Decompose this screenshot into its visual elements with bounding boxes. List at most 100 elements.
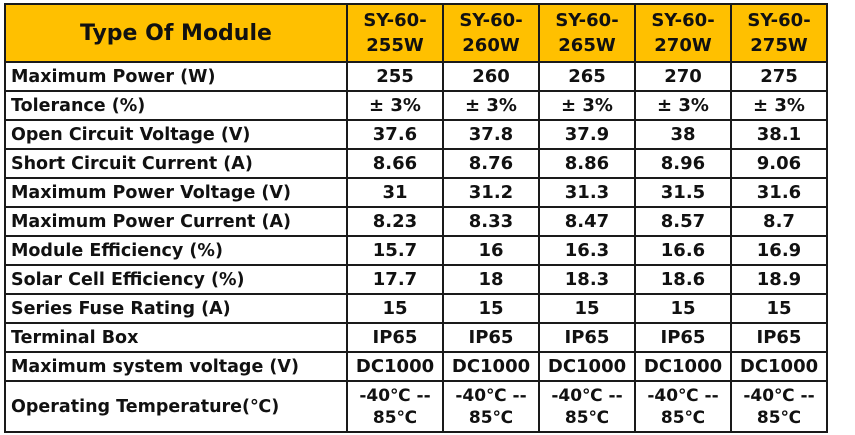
temperature-range-line2: 85℃ <box>756 407 802 428</box>
row-label: Maximum Power (W) <box>4 61 348 92</box>
table-cell: ± 3% <box>538 90 636 121</box>
table-row: Maximum Power (W) 255 260 265 270 275 <box>4 61 828 92</box>
header-model-275w: SY-60- 275W <box>730 3 828 63</box>
temperature-range-line2: 85℃ <box>372 407 418 428</box>
table-cell: -40℃ -- 85℃ <box>346 380 444 433</box>
table-row: Module Efficiency (%) 15.7 16 16.3 16.6 16.9 <box>4 235 828 266</box>
table-cell: 31 <box>346 177 444 208</box>
temperature-range-line2: 85℃ <box>468 407 514 428</box>
table-cell: 31.6 <box>730 177 828 208</box>
table-cell: IP65 <box>634 322 732 353</box>
table-cell: 17.7 <box>346 264 444 295</box>
table-cell: ± 3% <box>346 90 444 121</box>
header-model-265w: SY-60- 265W <box>538 3 636 63</box>
table-cell: 260 <box>442 61 540 92</box>
table-cell: IP65 <box>730 322 828 353</box>
header-model-260w: SY-60- 260W <box>442 3 540 63</box>
table-cell: 37.9 <box>538 119 636 150</box>
table-row: Solar Cell Efficiency (%) 17.7 18 18.3 18.6 1… <box>4 264 828 295</box>
table-cell: 8.23 <box>346 206 444 237</box>
table-cell: 270 <box>634 61 732 92</box>
model-name-line1: SY-60- <box>363 10 427 31</box>
model-name-line2: 270W <box>654 35 712 56</box>
table-cell: DC1000 <box>538 351 636 382</box>
table-cell: 15 <box>346 293 444 324</box>
header-model-255w: SY-60- 255W <box>346 3 444 63</box>
table-cell: ± 3% <box>730 90 828 121</box>
spec-table-body: Maximum Power (W) 255 260 265 270 275 Toleranc… <box>4 61 828 433</box>
temperature-range-line1: -40℃ -- <box>743 385 815 406</box>
header-type-of-module: Type Of Module <box>4 3 348 63</box>
row-label: Terminal Box <box>4 322 348 353</box>
table-cell: 15 <box>538 293 636 324</box>
temperature-range-line1: -40℃ -- <box>647 385 719 406</box>
table-cell: 16.3 <box>538 235 636 266</box>
table-row: Short Circuit Current (A) 8.66 8.76 8.86 8.9… <box>4 148 828 179</box>
table-cell: 16.6 <box>634 235 732 266</box>
table-cell: 18.3 <box>538 264 636 295</box>
table-cell: 16 <box>442 235 540 266</box>
table-cell: ± 3% <box>634 90 732 121</box>
temperature-range-line2: 85℃ <box>660 407 706 428</box>
table-cell: IP65 <box>538 322 636 353</box>
table-cell: 265 <box>538 61 636 92</box>
table-cell: -40℃ -- 85℃ <box>634 380 732 433</box>
table-row: Tolerance (%) ± 3% ± 3% ± 3% ± 3% ± 3% <box>4 90 828 121</box>
table-cell: 15 <box>730 293 828 324</box>
model-name-line2: 265W <box>558 35 616 56</box>
table-cell: 8.47 <box>538 206 636 237</box>
row-label: Tolerance (%) <box>4 90 348 121</box>
row-label: Maximum system voltage (V) <box>4 351 348 382</box>
table-cell: 275 <box>730 61 828 92</box>
table-row: Terminal Box IP65 IP65 IP65 IP65 IP65 <box>4 322 828 353</box>
model-name-line2: 255W <box>366 35 424 56</box>
table-cell: 8.86 <box>538 148 636 179</box>
temperature-range-line1: -40℃ -- <box>455 385 527 406</box>
temperature-range-line1: -40℃ -- <box>551 385 623 406</box>
table-cell: 15 <box>634 293 732 324</box>
table-cell: ± 3% <box>442 90 540 121</box>
table-cell: IP65 <box>346 322 444 353</box>
row-label: Maximum Power Voltage (V) <box>4 177 348 208</box>
table-cell: 16.9 <box>730 235 828 266</box>
table-row: Maximum Power Current (A) 8.23 8.33 8.47 8.5… <box>4 206 828 237</box>
table-cell: -40℃ -- 85℃ <box>538 380 636 433</box>
table-cell: DC1000 <box>634 351 732 382</box>
table-row: Maximum system voltage (V) DC1000 DC1000 DC… <box>4 351 828 382</box>
module-spec-table: Type Of Module SY-60- 255W SY-60- 260W S… <box>4 3 828 433</box>
temperature-range-line2: 85℃ <box>564 407 610 428</box>
table-cell: 15 <box>442 293 540 324</box>
row-label: Series Fuse Rating (A) <box>4 293 348 324</box>
table-cell: 8.33 <box>442 206 540 237</box>
table-row: Series Fuse Rating (A) 15 15 15 15 15 <box>4 293 828 324</box>
table-cell: 8.76 <box>442 148 540 179</box>
table-row: Open Circuit Voltage (V) 37.6 37.8 37.9 38 38… <box>4 119 828 150</box>
row-label: Maximum Power Current (A) <box>4 206 348 237</box>
table-cell: 18.6 <box>634 264 732 295</box>
table-cell: 31.2 <box>442 177 540 208</box>
table-cell: 38 <box>634 119 732 150</box>
table-cell: 15.7 <box>346 235 444 266</box>
temperature-range-line1: -40℃ -- <box>359 385 431 406</box>
table-row: Maximum Power Voltage (V) 31 31.2 31.3 31.5 3… <box>4 177 828 208</box>
model-name-line1: SY-60- <box>651 10 715 31</box>
model-name-line2: 260W <box>462 35 520 56</box>
table-cell: -40℃ -- 85℃ <box>730 380 828 433</box>
row-label: Module Efficiency (%) <box>4 235 348 266</box>
table-cell: 8.96 <box>634 148 732 179</box>
table-cell: 31.3 <box>538 177 636 208</box>
table-cell: 255 <box>346 61 444 92</box>
table-cell: DC1000 <box>346 351 444 382</box>
table-cell: 18.9 <box>730 264 828 295</box>
table-cell: -40℃ -- 85℃ <box>442 380 540 433</box>
table-cell: 37.8 <box>442 119 540 150</box>
table-cell: 8.57 <box>634 206 732 237</box>
table-cell: DC1000 <box>730 351 828 382</box>
table-cell: 8.66 <box>346 148 444 179</box>
model-name-line1: SY-60- <box>747 10 811 31</box>
table-row-operating-temperature: Operating Temperature(℃) -40℃ -- 85℃ -40℃ -… <box>4 380 828 433</box>
header-row: Type Of Module SY-60- 255W SY-60- 260W S… <box>4 3 828 63</box>
table-cell: 18 <box>442 264 540 295</box>
model-name-line1: SY-60- <box>555 10 619 31</box>
header-model-270w: SY-60- 270W <box>634 3 732 63</box>
